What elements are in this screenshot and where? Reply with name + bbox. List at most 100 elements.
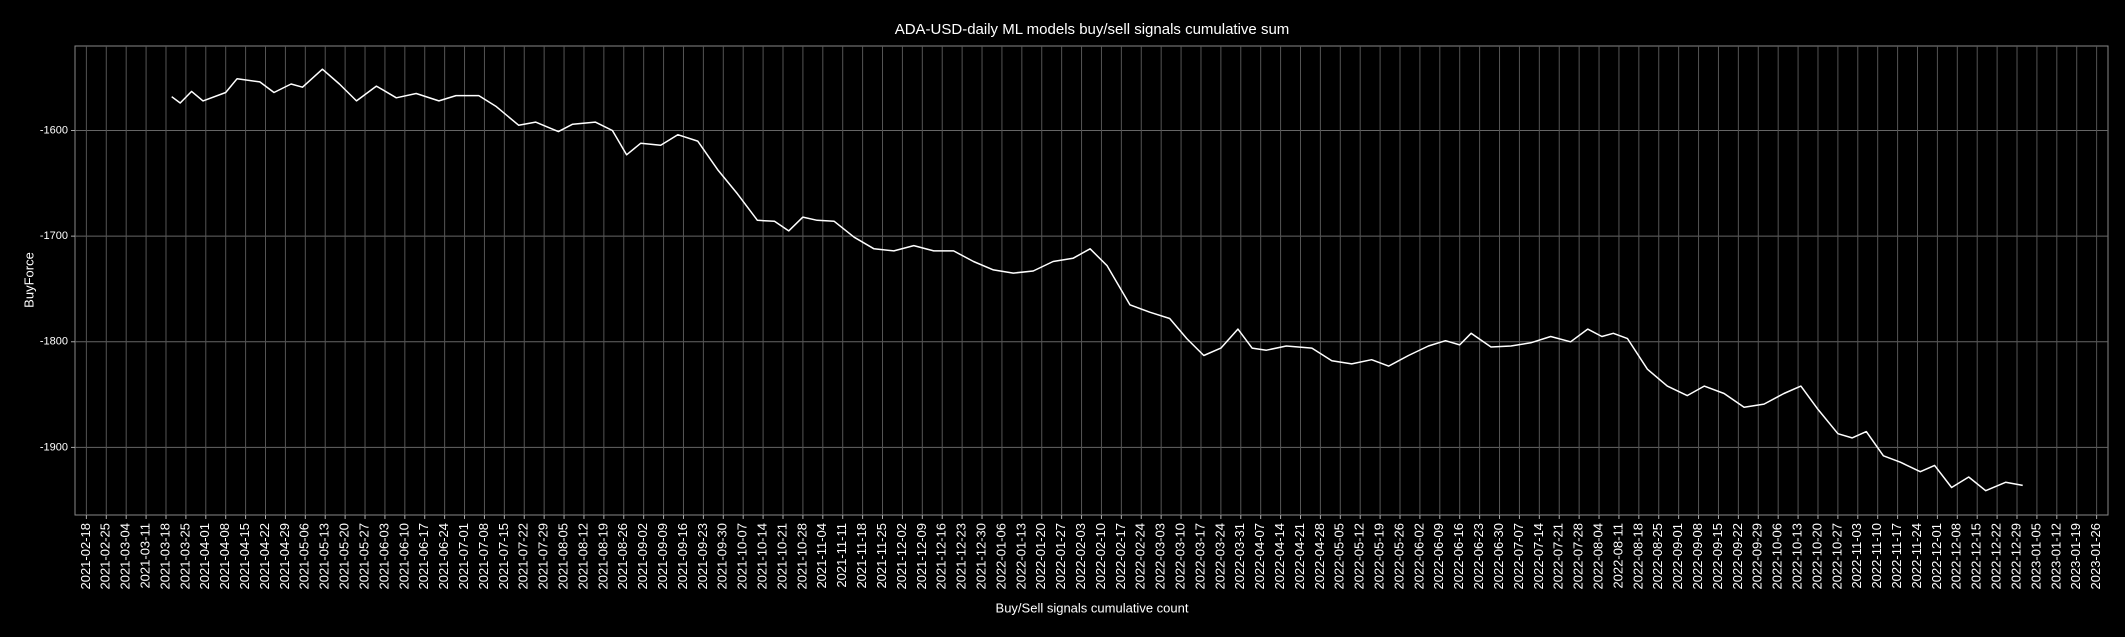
x-tick-label: 2021-03-11 <box>138 523 153 589</box>
x-tick-label: 2021-10-21 <box>774 523 789 590</box>
x-tick-label: 2021-07-22 <box>516 523 531 590</box>
x-tick-label: 2022-02-03 <box>1073 523 1088 590</box>
x-tick-label: 2021-11-18 <box>854 523 869 589</box>
x-tick-label: 2022-01-06 <box>993 523 1008 590</box>
x-tick-label: 2021-09-09 <box>655 523 670 590</box>
x-tick-label: 2021-10-14 <box>755 523 770 590</box>
x-tick-label: 2022-11-17 <box>1889 523 1904 589</box>
x-tick-label: 2021-05-20 <box>337 523 352 590</box>
x-tick-label: 2023-01-12 <box>2048 523 2063 590</box>
x-tick-label: 2022-12-01 <box>1929 523 1944 590</box>
x-tick-label: 2021-07-01 <box>456 523 471 590</box>
y-axis-label: BuyForce <box>21 252 36 308</box>
x-tick-label: 2021-05-13 <box>317 523 332 590</box>
x-tick-label: 2022-03-24 <box>1212 523 1227 590</box>
x-tick-label: 2021-06-03 <box>376 523 391 590</box>
x-tick-label: 2022-08-18 <box>1630 523 1645 590</box>
x-tick-label: 2022-12-29 <box>2008 523 2023 590</box>
x-tick-label: 2021-11-11 <box>834 523 849 588</box>
x-tick-label: 2021-04-15 <box>237 523 252 590</box>
x-tick-label: 2021-05-27 <box>356 523 371 590</box>
y-tick-label: -1700 <box>40 230 68 242</box>
x-tick-label: 2023-01-05 <box>2028 523 2043 590</box>
x-tick-label: 2021-07-08 <box>476 523 491 590</box>
x-tick-label: 2022-12-22 <box>1989 523 2004 590</box>
x-axis-label: Buy/Sell signals cumulative count <box>996 600 1189 615</box>
x-tick-label: 2022-07-21 <box>1551 523 1566 590</box>
x-tick-label: 2022-06-23 <box>1471 523 1486 590</box>
x-tick-label: 2022-09-08 <box>1690 523 1705 590</box>
x-tick-label: 2022-01-27 <box>1053 523 1068 590</box>
x-tick-label: 2022-09-01 <box>1670 523 1685 590</box>
x-tick-label: 2022-02-24 <box>1133 523 1148 590</box>
x-tick-label: 2022-12-08 <box>1949 523 1964 590</box>
x-tick-label: 2021-04-08 <box>217 523 232 590</box>
x-tick-label: 2022-10-27 <box>1829 523 1844 590</box>
x-tick-label: 2022-02-10 <box>1093 523 1108 590</box>
x-tick-label: 2022-11-24 <box>1909 523 1924 589</box>
x-tick-label: 2023-01-19 <box>2068 523 2083 590</box>
x-tick-label: 2021-11-25 <box>874 523 889 589</box>
x-tick-label: 2022-03-03 <box>1153 523 1168 590</box>
x-tick-label: 2021-04-29 <box>277 523 292 590</box>
x-tick-label: 2021-09-23 <box>695 523 710 590</box>
x-tick-label: 2022-01-13 <box>1013 523 1028 590</box>
x-tick-label: 2021-03-18 <box>157 523 172 590</box>
x-tick-label: 2021-11-04 <box>814 523 829 589</box>
x-tick-label: 2021-08-26 <box>615 523 630 590</box>
x-tick-label: 2022-06-09 <box>1431 523 1446 590</box>
x-tick-label: 2021-08-19 <box>595 523 610 590</box>
x-tick-label: 2022-05-12 <box>1352 523 1367 590</box>
x-tick-label: 2021-10-07 <box>735 523 750 590</box>
x-tick-label: 2022-11-03 <box>1849 523 1864 589</box>
x-tick-label: 2022-09-22 <box>1730 523 1745 590</box>
x-tick-label: 2021-03-04 <box>118 523 133 590</box>
x-tick-label: 2022-05-19 <box>1372 523 1387 590</box>
x-tick-label: 2022-06-02 <box>1411 523 1426 590</box>
x-tick-label: 2022-04-07 <box>1252 523 1267 590</box>
x-tick-label: 2022-05-05 <box>1332 523 1347 590</box>
x-tick-label: 2021-06-10 <box>396 523 411 590</box>
x-tick-label: 2022-07-28 <box>1571 523 1586 590</box>
x-tick-label: 2021-12-23 <box>954 523 969 590</box>
x-tick-label: 2022-08-25 <box>1650 523 1665 590</box>
x-tick-label: 2021-02-18 <box>78 523 93 590</box>
x-tick-label: 2022-04-21 <box>1292 523 1307 590</box>
x-tick-label: 2022-10-06 <box>1770 523 1785 590</box>
x-tick-label: 2022-11-10 <box>1869 523 1884 589</box>
x-tick-label: 2022-09-29 <box>1750 523 1765 590</box>
y-tick-label: -1900 <box>40 441 68 453</box>
y-tick-label: -1600 <box>40 124 68 136</box>
x-tick-label: 2021-12-09 <box>914 523 929 590</box>
x-tick-label: 2021-04-22 <box>257 523 272 590</box>
x-tick-label: 2022-02-17 <box>1113 523 1128 590</box>
x-tick-label: 2021-03-25 <box>177 523 192 590</box>
data-line <box>171 68 2023 492</box>
x-tick-label: 2021-09-16 <box>675 523 690 590</box>
chart-title: ADA-USD-daily ML models buy/sell signals… <box>895 21 1290 38</box>
x-tick-label: 2021-05-06 <box>297 523 312 590</box>
x-tick-label: 2022-05-26 <box>1391 523 1406 590</box>
x-tick-label: 2021-12-02 <box>894 523 909 590</box>
x-tick-label: 2021-04-01 <box>197 523 212 590</box>
x-tick-label: 2021-06-17 <box>416 523 431 590</box>
x-tick-label: 2021-07-15 <box>496 523 511 590</box>
plot-area <box>74 45 2109 516</box>
x-tick-label: 2021-08-05 <box>555 523 570 590</box>
x-tick-label: 2022-08-04 <box>1590 523 1605 590</box>
x-tick-label: 2021-12-16 <box>934 523 949 590</box>
x-tick-label: 2022-06-16 <box>1451 523 1466 590</box>
x-tick-label: 2022-07-14 <box>1531 523 1546 590</box>
x-tick-label: 2021-08-12 <box>575 523 590 590</box>
x-tick-label: 2021-09-02 <box>635 523 650 590</box>
x-tick-label: 2022-12-15 <box>1969 523 1984 590</box>
x-tick-label: 2021-12-30 <box>973 523 988 590</box>
x-tick-label: 2022-01-20 <box>1033 523 1048 590</box>
x-tick-label: 2022-10-13 <box>1790 523 1805 590</box>
x-tick-label: 2021-09-30 <box>715 523 730 590</box>
x-tick-label: 2021-07-29 <box>536 523 551 590</box>
x-tick-label: 2022-06-30 <box>1491 523 1506 590</box>
x-tick-label: 2022-10-20 <box>1809 523 1824 590</box>
